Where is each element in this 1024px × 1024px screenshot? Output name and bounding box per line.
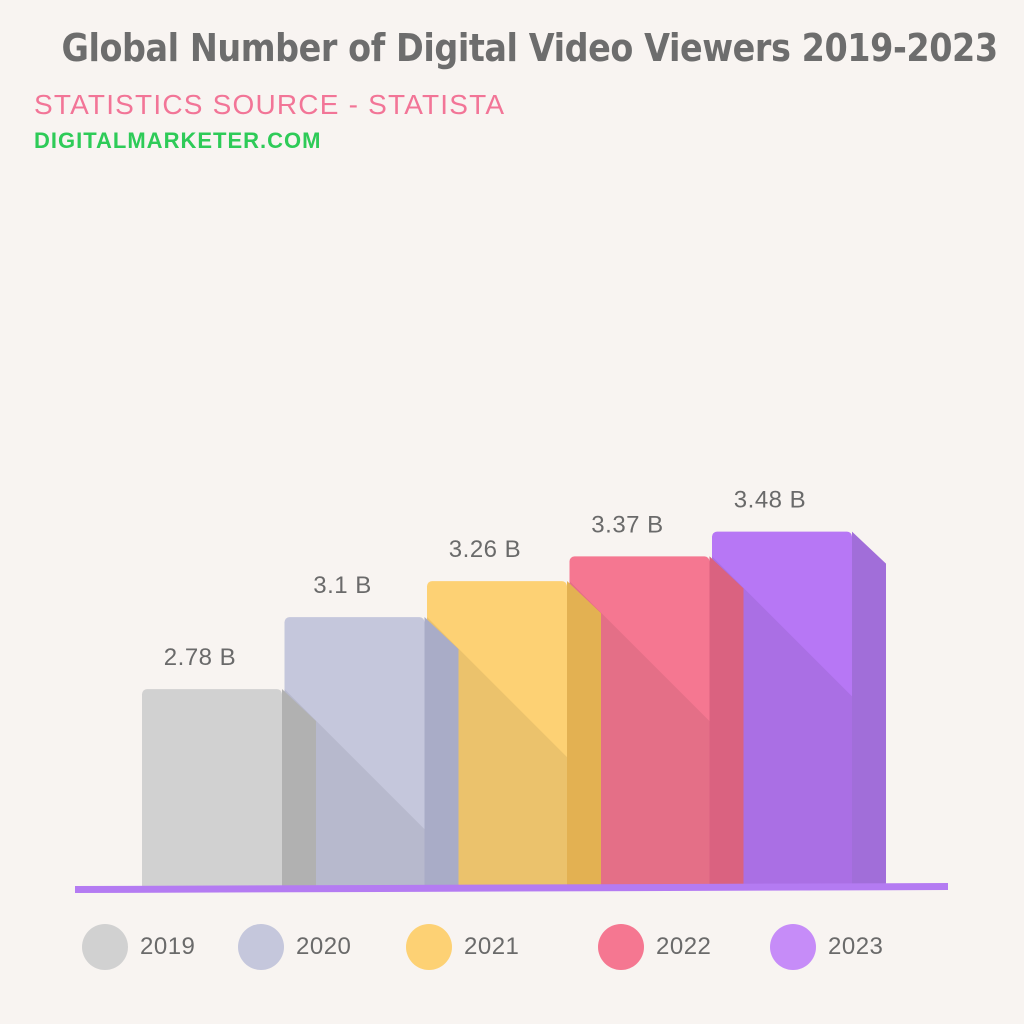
value-label-2019: 2.78 B xyxy=(164,644,236,671)
bar-side-overlay-2020 xyxy=(424,617,459,886)
value-label-2021: 3.26 B xyxy=(449,536,521,563)
legend-item-2019[interactable]: 2019 xyxy=(82,924,195,970)
bar-side-overlay-2021 xyxy=(567,581,601,886)
bar-side-overlay-2019 xyxy=(282,689,316,886)
legend-label-2022: 2022 xyxy=(656,933,712,960)
legend-swatch-2021 xyxy=(406,924,452,970)
value-label-2023: 3.48 B xyxy=(734,487,806,514)
legend-swatch-2023 xyxy=(770,924,816,970)
legend-item-2023[interactable]: 2023 xyxy=(770,924,883,970)
legend-label-2019: 2019 xyxy=(140,933,196,960)
chart-subtitle: STATISTICS SOURCE - STATISTA xyxy=(34,89,506,120)
bar-shadow-2021 xyxy=(427,617,567,886)
chart-baseline xyxy=(75,883,948,893)
bar-side-overlay-2022 xyxy=(709,556,744,886)
bar-shadow-2020 xyxy=(284,689,425,886)
source-link[interactable]: DIGITALMARKETER.COM xyxy=(34,128,322,153)
bar-shadow-2023 xyxy=(712,556,852,886)
value-label-2020: 3.1 B xyxy=(313,572,372,599)
legend-item-2022[interactable]: 2022 xyxy=(598,924,711,970)
legend-label-2020: 2020 xyxy=(296,933,352,960)
chart-title: Global Number of Digital Video Viewers 2… xyxy=(61,26,998,70)
bar-front-2019 xyxy=(142,689,282,886)
legend-item-2020[interactable]: 2020 xyxy=(238,924,351,970)
legend-swatch-2019 xyxy=(82,924,128,970)
bar-front-base-2019 xyxy=(142,878,282,886)
legend-item-2021[interactable]: 2021 xyxy=(406,924,519,970)
legend-label-2023: 2023 xyxy=(828,933,884,960)
legend-swatch-2022 xyxy=(598,924,644,970)
bar-shadow-2022 xyxy=(569,581,710,886)
value-label-2022: 3.37 B xyxy=(591,511,663,538)
legend-swatch-2020 xyxy=(238,924,284,970)
legend-label-2021: 2021 xyxy=(464,933,520,960)
bar-side-2023 xyxy=(852,531,886,886)
